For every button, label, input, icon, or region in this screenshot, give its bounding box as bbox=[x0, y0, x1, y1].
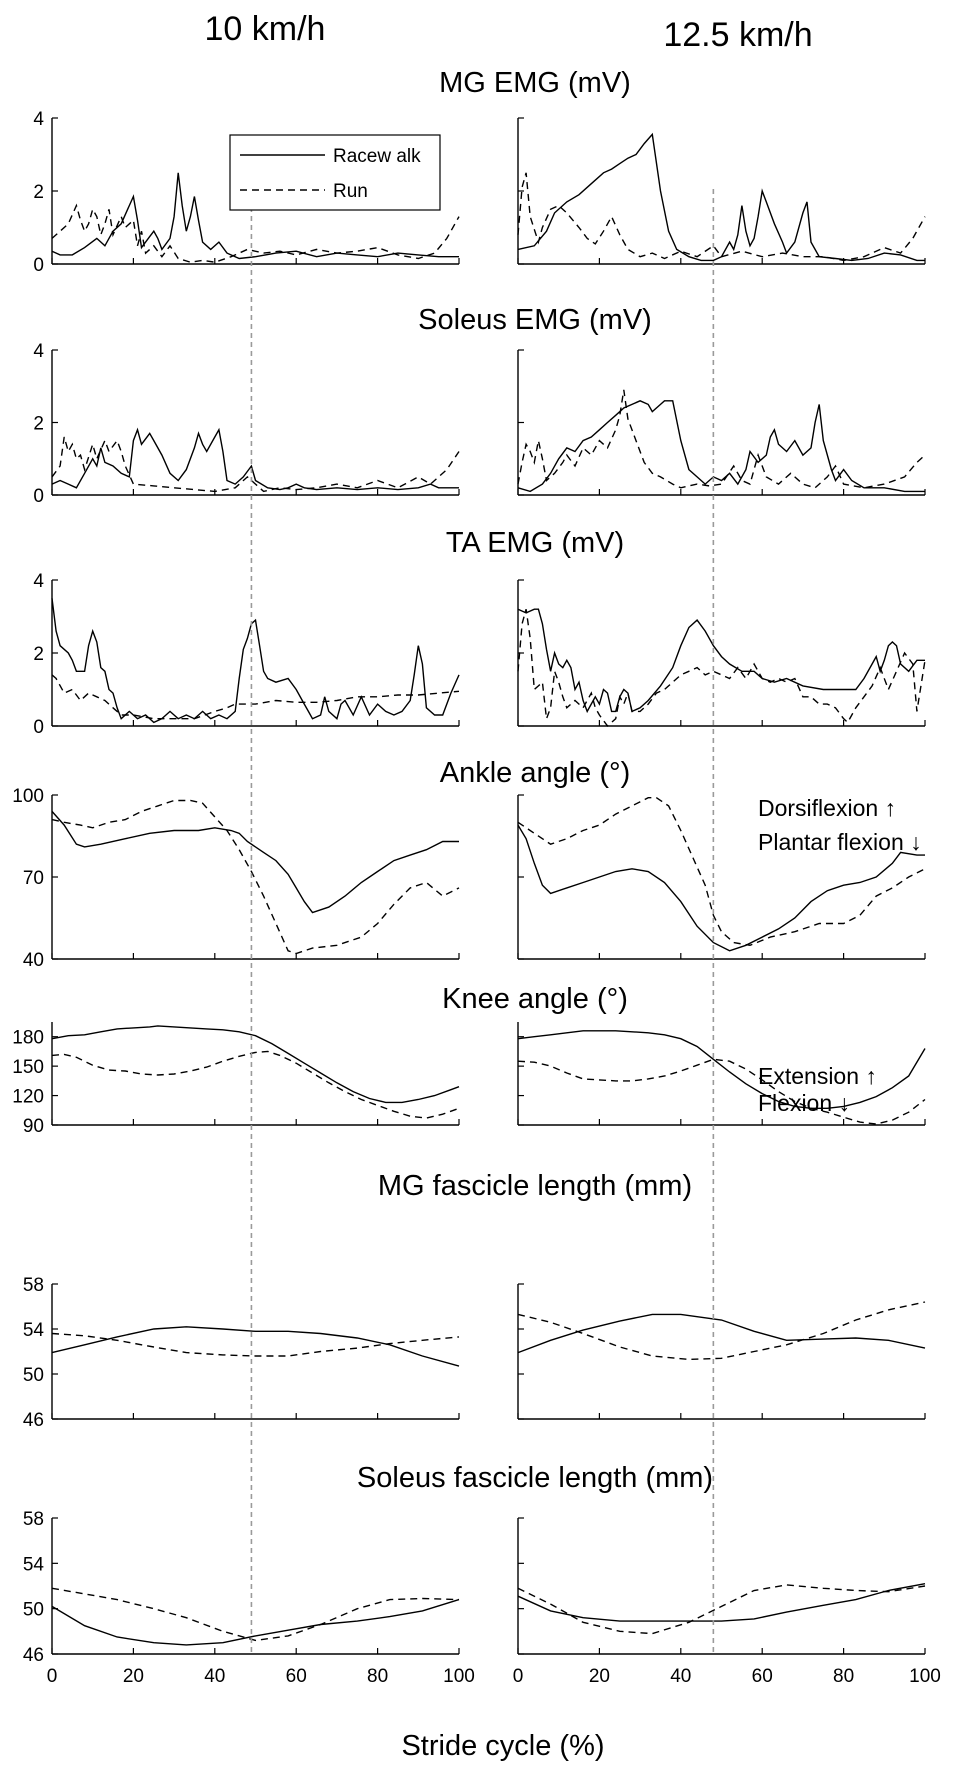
x-tick-label-soleus-fascicle-length-mm-left-40: 40 bbox=[204, 1666, 225, 1687]
series-racewalk-soleus-fascicle-length-mm-left bbox=[51, 1598, 460, 1646]
legend: Racew alk Run bbox=[229, 134, 441, 211]
y-tick-label-knee-angle-left-90: 90 bbox=[23, 1116, 44, 1137]
series-racewalk-soleus-emg-mv-right bbox=[517, 400, 925, 493]
ankle-plantarflexion-annotation: Plantar flexion ↓ bbox=[758, 829, 922, 855]
x-tick-label-soleus-fascicle-length-mm-left-80: 80 bbox=[367, 1666, 388, 1687]
panel-title-knee-angle: Knee angle (°) bbox=[442, 983, 628, 1015]
y-tick-label-mg-emg-mv-left-2: 2 bbox=[33, 182, 44, 203]
y-tick-label-soleus-fascicle-length-mm-left-46: 46 bbox=[23, 1645, 44, 1666]
series-run-ta-emg-mv-right bbox=[517, 609, 926, 728]
y-tick-label-soleus-fascicle-length-mm-left-58: 58 bbox=[23, 1509, 44, 1530]
series-run-soleus-emg-mv-left bbox=[51, 436, 460, 493]
series-run-soleus-emg-mv-right bbox=[517, 389, 926, 489]
y-tick-label-soleus-emg-mv-left-2: 2 bbox=[33, 414, 44, 435]
y-tick-label-knee-angle-left-120: 120 bbox=[12, 1087, 44, 1108]
series-racewalk-ankle-angle-right bbox=[517, 824, 925, 952]
x-tick-label-soleus-fascicle-length-mm-left-20: 20 bbox=[123, 1666, 144, 1687]
series-racewalk-ta-emg-mv-right bbox=[517, 608, 925, 714]
x-axis-label: Stride cycle (%) bbox=[401, 1730, 604, 1762]
series-racewalk-soleus-fascicle-length-mm-right bbox=[517, 1583, 926, 1622]
series-racewalk-knee-angle-left bbox=[51, 1025, 460, 1104]
x-tick-label-soleus-fascicle-length-mm-right-80: 80 bbox=[833, 1666, 854, 1687]
y-tick-label-mg-fascicle-length-mm-left-58: 58 bbox=[23, 1275, 44, 1296]
titles-layer: 10 km/h 12.5 km/h Stride cycle (%) bbox=[205, 10, 813, 1762]
x-tick-label-soleus-fascicle-length-mm-right-40: 40 bbox=[670, 1666, 691, 1687]
panel-title-mg-fascicle-length-mm: MG fascicle length (mm) bbox=[378, 1170, 692, 1202]
panel-title-ankle-angle: Ankle angle (°) bbox=[440, 757, 631, 789]
series-run-ta-emg-mv-left bbox=[51, 674, 460, 720]
series-racewalk-soleus-emg-mv-left bbox=[51, 427, 459, 491]
x-tick-label-soleus-fascicle-length-mm-right-20: 20 bbox=[589, 1666, 610, 1687]
y-tick-label-soleus-emg-mv-left-0: 0 bbox=[33, 486, 44, 507]
y-tick-label-ta-emg-mv-left-4: 4 bbox=[33, 571, 44, 592]
y-tick-label-ankle-angle-left-100: 100 bbox=[12, 786, 44, 807]
panel-title-soleus-fascicle-length-mm: Soleus fascicle length (mm) bbox=[357, 1462, 713, 1494]
y-tick-label-ankle-angle-left-40: 40 bbox=[23, 950, 44, 971]
y-tick-label-mg-emg-mv-left-4: 4 bbox=[33, 109, 44, 130]
column-title-10kmh: 10 km/h bbox=[205, 10, 326, 48]
series-racewalk-knee-angle-right bbox=[517, 1030, 926, 1109]
y-tick-label-ta-emg-mv-left-2: 2 bbox=[33, 644, 44, 665]
knee-extension-annotation: Extension ↑ bbox=[758, 1063, 877, 1089]
panel-title-soleus-emg-mv: Soleus EMG (mV) bbox=[418, 304, 652, 336]
x-tick-label-soleus-fascicle-length-mm-left-100: 100 bbox=[443, 1666, 475, 1687]
series-racewalk-mg-emg-mv-right bbox=[517, 132, 925, 262]
legend-run-label: Run bbox=[333, 181, 368, 202]
panel-title-ta-emg-mv: TA EMG (mV) bbox=[446, 527, 624, 559]
y-tick-label-ta-emg-mv-left-0: 0 bbox=[33, 717, 44, 738]
series-run-mg-emg-mv-left bbox=[51, 203, 460, 263]
y-tick-label-soleus-emg-mv-left-4: 4 bbox=[33, 341, 44, 362]
series-run-ankle-angle-left bbox=[51, 799, 460, 955]
knee-flexion-annotation: Flexion ↓ bbox=[758, 1090, 850, 1116]
panels-layer: MG EMG (mV) 0 2 4 Soleus EMG (mV) 0 2 4 TA EMG (… bbox=[12, 67, 941, 1687]
series-run-mg-emg-mv-right bbox=[517, 172, 926, 262]
series-run-mg-fascicle-length-mm-left bbox=[51, 1332, 460, 1357]
x-tick-label-soleus-fascicle-length-mm-left-60: 60 bbox=[286, 1666, 307, 1687]
series-racewalk-mg-fascicle-length-mm-right bbox=[517, 1313, 926, 1354]
series-run-mg-fascicle-length-mm-right bbox=[517, 1301, 926, 1361]
series-run-knee-angle-left bbox=[51, 1050, 460, 1119]
series-racewalk-ta-emg-mv-left bbox=[51, 598, 460, 724]
ankle-dorsiflexion-annotation: Dorsiflexion ↑ bbox=[758, 795, 896, 821]
series-racewalk-ankle-angle-left bbox=[51, 810, 459, 914]
y-tick-label-soleus-fascicle-length-mm-left-50: 50 bbox=[23, 1600, 44, 1621]
x-tick-label-soleus-fascicle-length-mm-right-0: 0 bbox=[513, 1666, 524, 1687]
series-run-knee-angle-right bbox=[517, 1058, 926, 1125]
x-tick-label-soleus-fascicle-length-mm-right-100: 100 bbox=[909, 1666, 941, 1687]
y-tick-label-mg-fascicle-length-mm-left-54: 54 bbox=[23, 1320, 45, 1341]
series-run-soleus-fascicle-length-mm-right bbox=[517, 1584, 926, 1635]
y-tick-label-mg-fascicle-length-mm-left-46: 46 bbox=[23, 1410, 44, 1431]
x-tick-label-soleus-fascicle-length-mm-left-0: 0 bbox=[47, 1666, 58, 1687]
x-tick-label-soleus-fascicle-length-mm-right-60: 60 bbox=[752, 1666, 773, 1687]
y-tick-label-soleus-fascicle-length-mm-left-54: 54 bbox=[23, 1554, 45, 1575]
series-racewalk-mg-fascicle-length-mm-left bbox=[51, 1326, 460, 1367]
annotations-layer: Dorsiflexion ↑ Plantar flexion ↓ Extensi… bbox=[758, 795, 922, 1116]
y-tick-label-mg-emg-mv-left-0: 0 bbox=[33, 255, 44, 276]
series-run-soleus-fascicle-length-mm-left bbox=[51, 1587, 460, 1642]
legend-racewalk-label: Racew alk bbox=[333, 146, 421, 167]
series-run-ankle-angle-right bbox=[517, 797, 926, 947]
y-tick-label-mg-fascicle-length-mm-left-50: 50 bbox=[23, 1365, 44, 1386]
series-racewalk-mg-emg-mv-left bbox=[51, 172, 459, 260]
y-tick-label-ankle-angle-left-70: 70 bbox=[23, 868, 44, 889]
y-tick-label-knee-angle-left-150: 150 bbox=[12, 1057, 44, 1078]
panel-title-mg-emg-mv: MG EMG (mV) bbox=[439, 67, 631, 99]
y-tick-label-knee-angle-left-180: 180 bbox=[12, 1028, 44, 1049]
column-title-12-5kmh: 12.5 km/h bbox=[663, 16, 812, 54]
legend-box bbox=[229, 134, 441, 211]
